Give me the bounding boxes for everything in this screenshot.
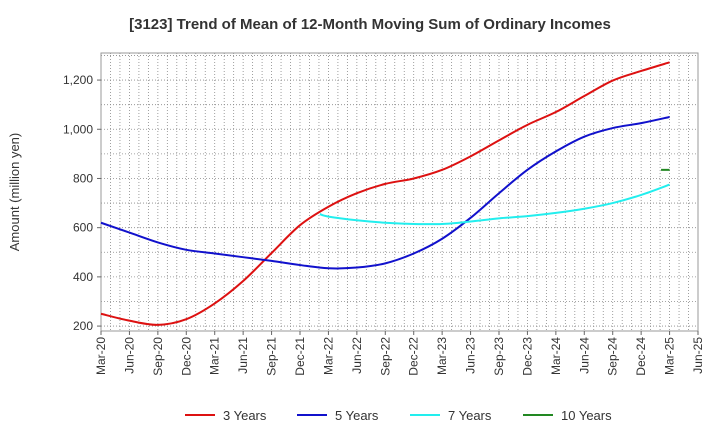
y-tick-label: 1,000 <box>63 122 93 136</box>
x-tick-label: Jun-23 <box>464 337 478 374</box>
x-tick-label: Mar-23 <box>435 337 449 375</box>
y-axis-label: Amount (million yen) <box>7 133 22 252</box>
x-tick-label: Dec-24 <box>634 337 648 376</box>
x-tick-label: Sep-21 <box>265 337 279 376</box>
gridlines <box>100 53 699 331</box>
x-tick-label: Mar-25 <box>663 337 677 375</box>
series-lines <box>100 61 670 326</box>
y-tick-label: 200 <box>73 319 93 333</box>
x-axis-ticks: Mar-20 Jun-20 Sep-20 Dec-20 Mar-21 Jun-21 Sep-… <box>94 331 705 376</box>
legend-label-7-years: 7 Years <box>448 408 492 423</box>
x-tick-label: Mar-24 <box>549 337 563 375</box>
x-tick-label: Dec-21 <box>293 337 307 376</box>
x-tick-label: Dec-20 <box>179 337 193 376</box>
x-tick-label: Sep-23 <box>492 337 506 376</box>
x-tick-label: Sep-20 <box>151 337 165 376</box>
x-tick-label: Mar-22 <box>321 337 335 375</box>
series-line-3-years <box>100 61 670 326</box>
chart-title: [3123] Trend of Mean of 12-Month Moving … <box>129 16 611 33</box>
x-tick-label: Sep-22 <box>378 337 392 376</box>
x-tick-label: Mar-21 <box>208 337 222 375</box>
x-tick-label: Mar-20 <box>94 337 108 375</box>
plot-frame <box>100 52 699 332</box>
legend-label-5-years: 5 Years <box>335 408 379 423</box>
legend: 3 Years 5 Years 7 Years 10 Years <box>185 408 612 423</box>
y-tick-label: 400 <box>73 270 93 284</box>
x-tick-label: Jun-21 <box>236 337 250 374</box>
x-tick-label: Jun-25 <box>691 337 705 374</box>
x-tick-label: Sep-24 <box>606 337 620 376</box>
x-tick-label: Jun-20 <box>122 337 136 374</box>
x-tick-label: Dec-22 <box>407 337 421 376</box>
legend-label-3-years: 3 Years <box>223 408 267 423</box>
y-tick-label: 600 <box>73 221 93 235</box>
series-line-5-years <box>100 115 670 270</box>
legend-label-10-years: 10 Years <box>561 408 612 423</box>
x-tick-label: Dec-23 <box>520 337 534 376</box>
series-line-7-years <box>319 183 670 226</box>
y-axis-ticks: 200 400 600 800 1,000 1,200 <box>63 73 101 333</box>
x-tick-label: Jun-24 <box>577 337 591 374</box>
y-tick-label: 1,200 <box>63 73 93 87</box>
y-tick-label: 800 <box>73 171 93 185</box>
x-tick-label: Jun-22 <box>350 337 364 374</box>
